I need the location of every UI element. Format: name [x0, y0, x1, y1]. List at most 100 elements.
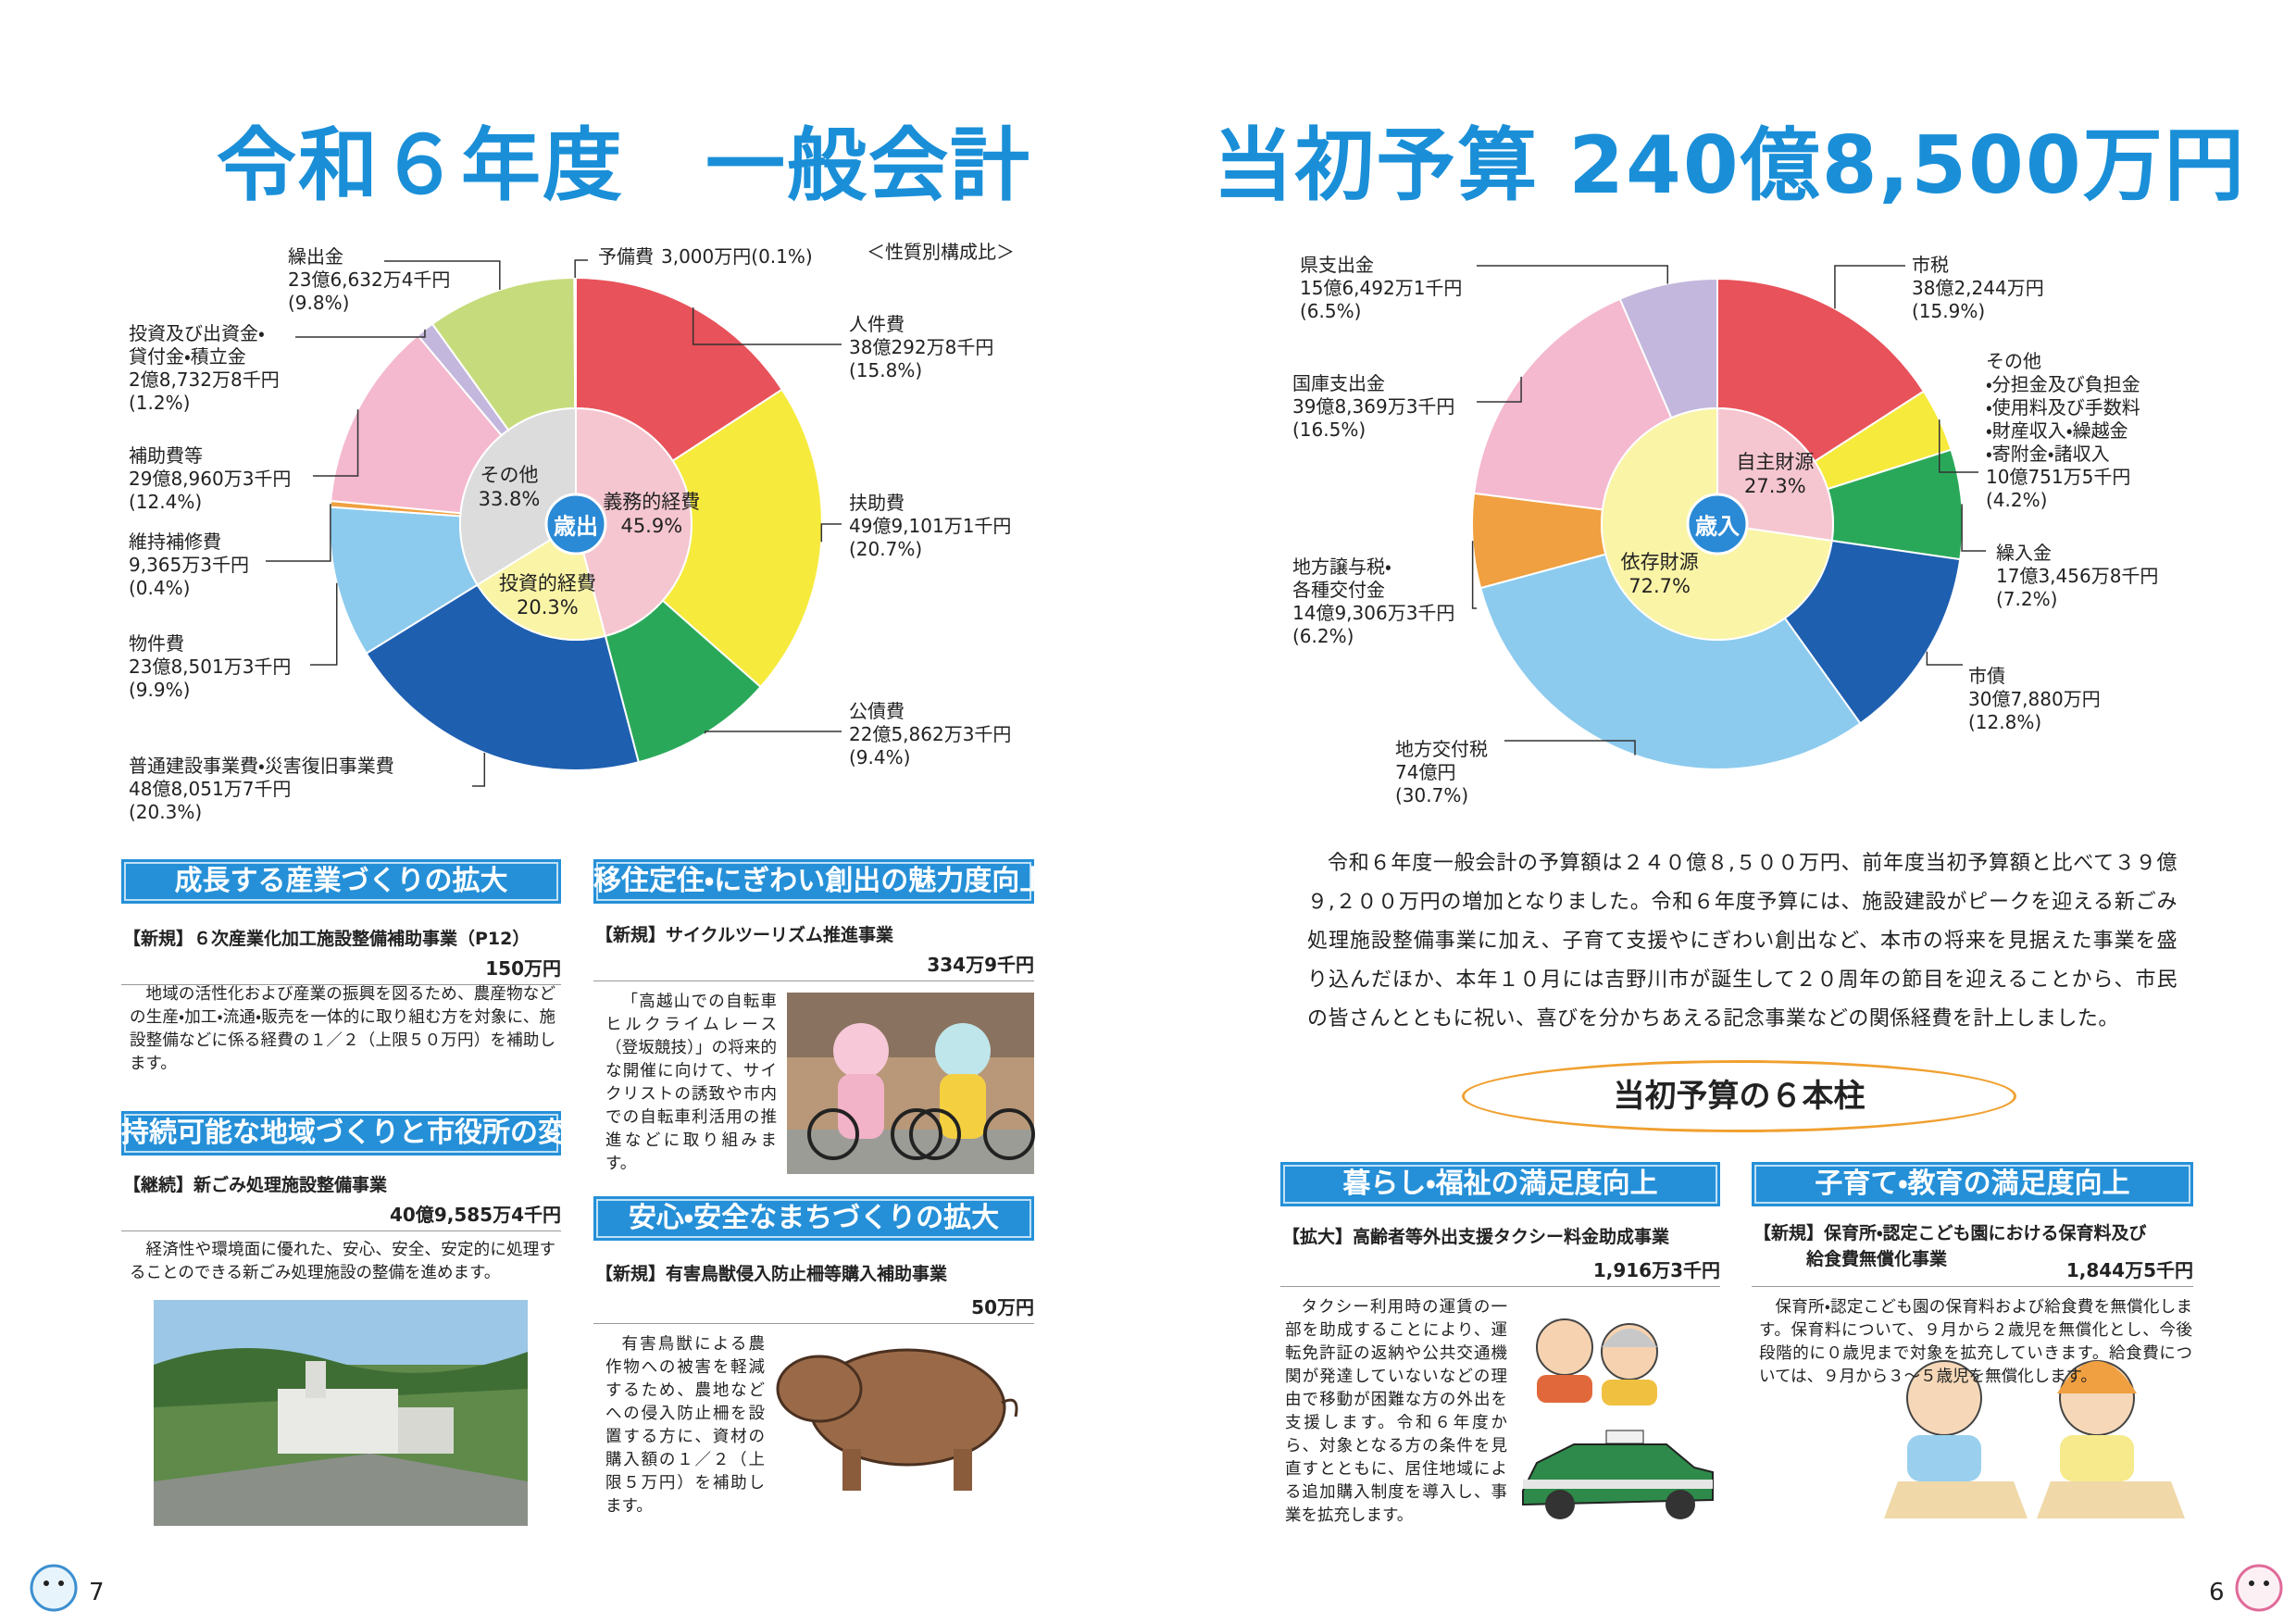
segment-percent: (15.8%) [849, 359, 923, 381]
segment-label: 国庫支出金 39億8,369万3千円 (16.5%) [1292, 372, 1454, 442]
pillars-title: 当初予算の６本柱 [1462, 1060, 2016, 1132]
segment-name: 地方譲与税・ 各種交付金 [1292, 556, 1391, 601]
segment-name: 市債 [1968, 665, 2005, 687]
segment-label: 市債 30億7,880万円 (12.8%) [1968, 665, 2101, 734]
segment-amount: 14億9,306万3千円 [1292, 602, 1455, 624]
section-amount: 40億9,585万4千円 [121, 1200, 561, 1231]
segment-amount: 2億8,732万8千円 [129, 369, 280, 391]
segment-amount: 74億円 [1395, 761, 1456, 783]
segment-name: 投資及び出資金・ 貸付金・積立金 [129, 322, 265, 368]
mascot-right [2235, 1564, 2283, 1612]
leader-line [310, 582, 338, 666]
section-item: 【新規】有害鳥獣侵入防止柵等購入補助事業 [595, 1264, 948, 1284]
leader-line [1939, 419, 1978, 473]
segment-percent: (6.5%) [1300, 300, 1362, 322]
section-item: 【継続】新ごみ処理施設整備事業 [123, 1175, 388, 1195]
segment-percent: (0.1%) [751, 245, 813, 268]
section-amount: 334万9千円 [593, 950, 1034, 981]
segment-percent: (16.5%) [1292, 418, 1366, 441]
center-label: 歳出 [554, 513, 598, 540]
inner-percent: 20.3% [517, 595, 579, 618]
leader-line [472, 753, 486, 787]
segment-amount: 17億3,456万8千円 [1996, 565, 2159, 587]
segment-percent: (12.8%) [1968, 711, 2042, 733]
section-heading: 移住定住・にぎわい創出の魅力度向上 [593, 859, 1047, 904]
segment-label: 繰入金 17億3,456万8千円 (7.2%) [1996, 542, 2158, 611]
leader-line [1834, 265, 1905, 309]
inner-percent: 72.7% [1628, 574, 1691, 597]
children-illustration [1884, 1360, 2185, 1518]
leader-line [1477, 265, 1669, 284]
segment-name: 繰出金 [288, 245, 343, 268]
page-number: 6 [2209, 1579, 2225, 1606]
intro-paragraph: 令和６年度一般会計の予算額は２４０億８,５００万円、前年度当初予算額と比べて３９… [1307, 852, 2177, 1031]
segment-label: 繰出金 23億6,632万4千円 (9.8%) [288, 245, 450, 315]
chart-note: ＜性質別構成比＞ [867, 241, 1015, 263]
section-item: 【新規】サイクルツーリズム推進事業 [595, 925, 894, 945]
segment-percent: (12.4%) [129, 491, 203, 513]
boar-illustration [776, 1348, 1018, 1491]
segment-percent: (6.2%) [1292, 625, 1354, 647]
section-item: 【新規】保育所・認定こども園における保育料及び 給食費無償化事業 [1753, 1223, 2147, 1269]
section-amount: 150万円 [121, 954, 561, 985]
donut-chart [329, 276, 823, 771]
segment-amount: 48億8,051万7千円 [129, 778, 292, 800]
segment-label: 人件費 38億292万8千円 (15.8%) [849, 313, 993, 382]
inner-name: その他 [480, 463, 539, 486]
section-heading: 持続可能な地域づくりと市役所の変革 [121, 1111, 593, 1156]
section-amount: 50万円 [593, 1293, 1034, 1324]
segment-name: 補助費等 [129, 444, 203, 467]
segment-label: 補助費等 29億8,960万3千円 (12.4%) [129, 444, 291, 514]
leader-line [692, 307, 842, 345]
inner-label: 投資的経費 20.3% [499, 571, 596, 619]
inner-name: 義務的経費 [603, 491, 701, 514]
inner-label: 自主財源 27.3% [1736, 450, 1814, 498]
segment-label: 県支出金 15億6,492万1千円 (6.5%) [1300, 254, 1462, 323]
segment-label: 普通建設事業費・災害復旧事業費 48億8,051万7千円 (20.3%) [129, 755, 394, 824]
leader-line [1477, 376, 1522, 403]
section-heading: 暮らし・福祉の満足度向上 [1280, 1162, 1720, 1206]
section-body: 経済性や環境面に優れた、安心、安全、安定的に処理することのできる新ごみ処理施設の… [130, 1241, 555, 1282]
segment-percent: (9.4%) [849, 746, 911, 768]
segment-percent: (0.4%) [129, 577, 191, 599]
section-amount: 1,916万3千円 [1280, 1255, 1720, 1287]
segment-label: 扶助費 49億9,101万1千円 (20.7%) [849, 492, 1011, 561]
elderly-illustration [1536, 1318, 1658, 1405]
segment-percent: (30.7%) [1395, 784, 1469, 806]
segment-label: 市税 38億2,244万円 (15.9%) [1912, 254, 2044, 323]
segment-percent: (9.9%) [129, 679, 191, 701]
segment-name: 普通建設事業費・災害復旧事業費 [129, 755, 394, 777]
inner-label: その他 33.8% [479, 463, 541, 511]
section-item: 【新規】６次産業化加工施設整備補助事業（P12） [123, 929, 530, 949]
segment-name: 繰入金 [1996, 542, 2052, 564]
segment-amount: 3,000万円 [661, 245, 752, 268]
center-label: 歳入 [1695, 513, 1740, 540]
segment-amount: 22億5,862万3千円 [849, 723, 1012, 745]
donut-chart [1471, 277, 1964, 770]
segment-amount: 15億6,492万1千円 [1300, 277, 1463, 299]
leader-line [295, 329, 426, 338]
segment-amount: 9,365万3千円 [129, 554, 249, 576]
segment-name: 地方交付税 [1395, 738, 1488, 760]
outer-sector [573, 276, 577, 410]
segment-amount: 23億8,501万3千円 [129, 656, 292, 678]
leader-line [1926, 651, 1963, 666]
inner-name: 投資的経費 [498, 571, 596, 594]
segment-label: 物件費 23億8,501万3千円 (9.9%) [129, 632, 291, 702]
segment-name: 扶助費 [849, 492, 905, 514]
left-title: 令和６年度 一般会計 [217, 119, 1031, 212]
segment-name: 市税 [1912, 254, 1949, 276]
page-number: 7 [89, 1579, 105, 1606]
segment-amount: 38億292万8千円 [849, 336, 994, 358]
segment-name: 国庫支出金 [1292, 372, 1385, 394]
segment-label: 予備費 3,000万円(0.1%) [598, 245, 813, 269]
segment-percent: (7.2%) [1996, 588, 2058, 610]
center-badge [544, 493, 607, 556]
section-body: 地域の活性化および産業の振興を図るため、農産物などの生産・加工・流通・販売を一体… [130, 985, 555, 1073]
section-heading: 成長する産業づくりの拡大 [121, 859, 561, 904]
leader-line [1504, 740, 1636, 756]
segment-name: その他 ・分担金及び負担金 ・使用料及び手数料 ・財産収入・繰越金 ・寄附金・諸… [1986, 350, 2140, 465]
inner-percent: 45.9% [620, 515, 683, 538]
